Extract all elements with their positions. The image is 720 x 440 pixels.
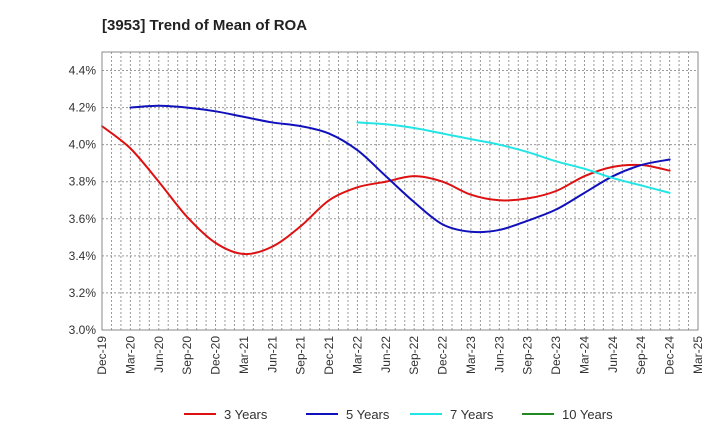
y-tick-label: 3.4% xyxy=(69,249,97,263)
series-line-3-years xyxy=(101,125,671,256)
x-tick-label: Dec-22 xyxy=(436,336,450,375)
y-axis-tick-labels: 3.0% 3.2% 3.4% 3.6% 3.8% 4.0% 4.2% 4.4% xyxy=(69,64,97,337)
grid-lines xyxy=(101,52,699,331)
y-tick-label: 3.0% xyxy=(69,323,97,337)
x-tick-label: Dec-23 xyxy=(549,336,563,375)
y-tick-label: 4.2% xyxy=(69,101,97,115)
x-tick-label: Dec-24 xyxy=(663,336,677,375)
x-tick-label: Mar-22 xyxy=(350,336,364,374)
legend: 3 Years 5 Years 7 Years 10 Years xyxy=(184,407,613,422)
x-tick-label: Dec-21 xyxy=(322,336,336,375)
x-tick-label: Mar-20 xyxy=(123,336,137,374)
chart-title: [3953] Trend of Mean of ROA xyxy=(102,17,307,34)
x-tick-label: Sep-23 xyxy=(521,336,535,375)
x-tick-label: Mar-25 xyxy=(691,336,705,374)
x-tick-label: Jun-23 xyxy=(492,336,506,373)
x-tick-label: Jun-20 xyxy=(152,336,166,373)
x-tick-label: Jun-22 xyxy=(379,336,393,373)
series-lines xyxy=(101,104,671,256)
x-tick-label: Dec-20 xyxy=(209,336,223,375)
x-tick-label: Jun-21 xyxy=(265,336,279,373)
x-tick-label: Sep-20 xyxy=(180,336,194,375)
x-axis-tick-labels: Dec-19 Mar-20 Jun-20 Sep-20 Dec-20 Mar-21 Jun-… xyxy=(95,336,705,375)
x-tick-label: Sep-22 xyxy=(407,336,421,375)
legend-label: 10 Years xyxy=(562,407,613,422)
x-tick-label: Mar-23 xyxy=(464,336,478,374)
series-line-5-years xyxy=(129,104,671,234)
y-tick-label: 3.6% xyxy=(69,212,97,226)
y-tick-label: 3.2% xyxy=(69,286,97,300)
y-tick-label: 3.8% xyxy=(69,175,97,189)
x-tick-label: Mar-24 xyxy=(577,336,591,374)
series-line-7-years xyxy=(356,121,671,194)
x-tick-label: Dec-19 xyxy=(95,336,109,375)
x-tick-label: Sep-24 xyxy=(634,336,648,375)
legend-label: 5 Years xyxy=(346,407,390,422)
x-tick-label: Jun-24 xyxy=(606,336,620,373)
plot-area-frame xyxy=(101,51,699,331)
y-tick-label: 4.0% xyxy=(69,138,97,152)
x-tick-label: Mar-21 xyxy=(237,336,251,374)
y-tick-label: 4.4% xyxy=(69,64,97,78)
legend-label: 3 Years xyxy=(224,407,268,422)
x-tick-label: Sep-21 xyxy=(294,336,308,375)
legend-label: 7 Years xyxy=(450,407,494,422)
